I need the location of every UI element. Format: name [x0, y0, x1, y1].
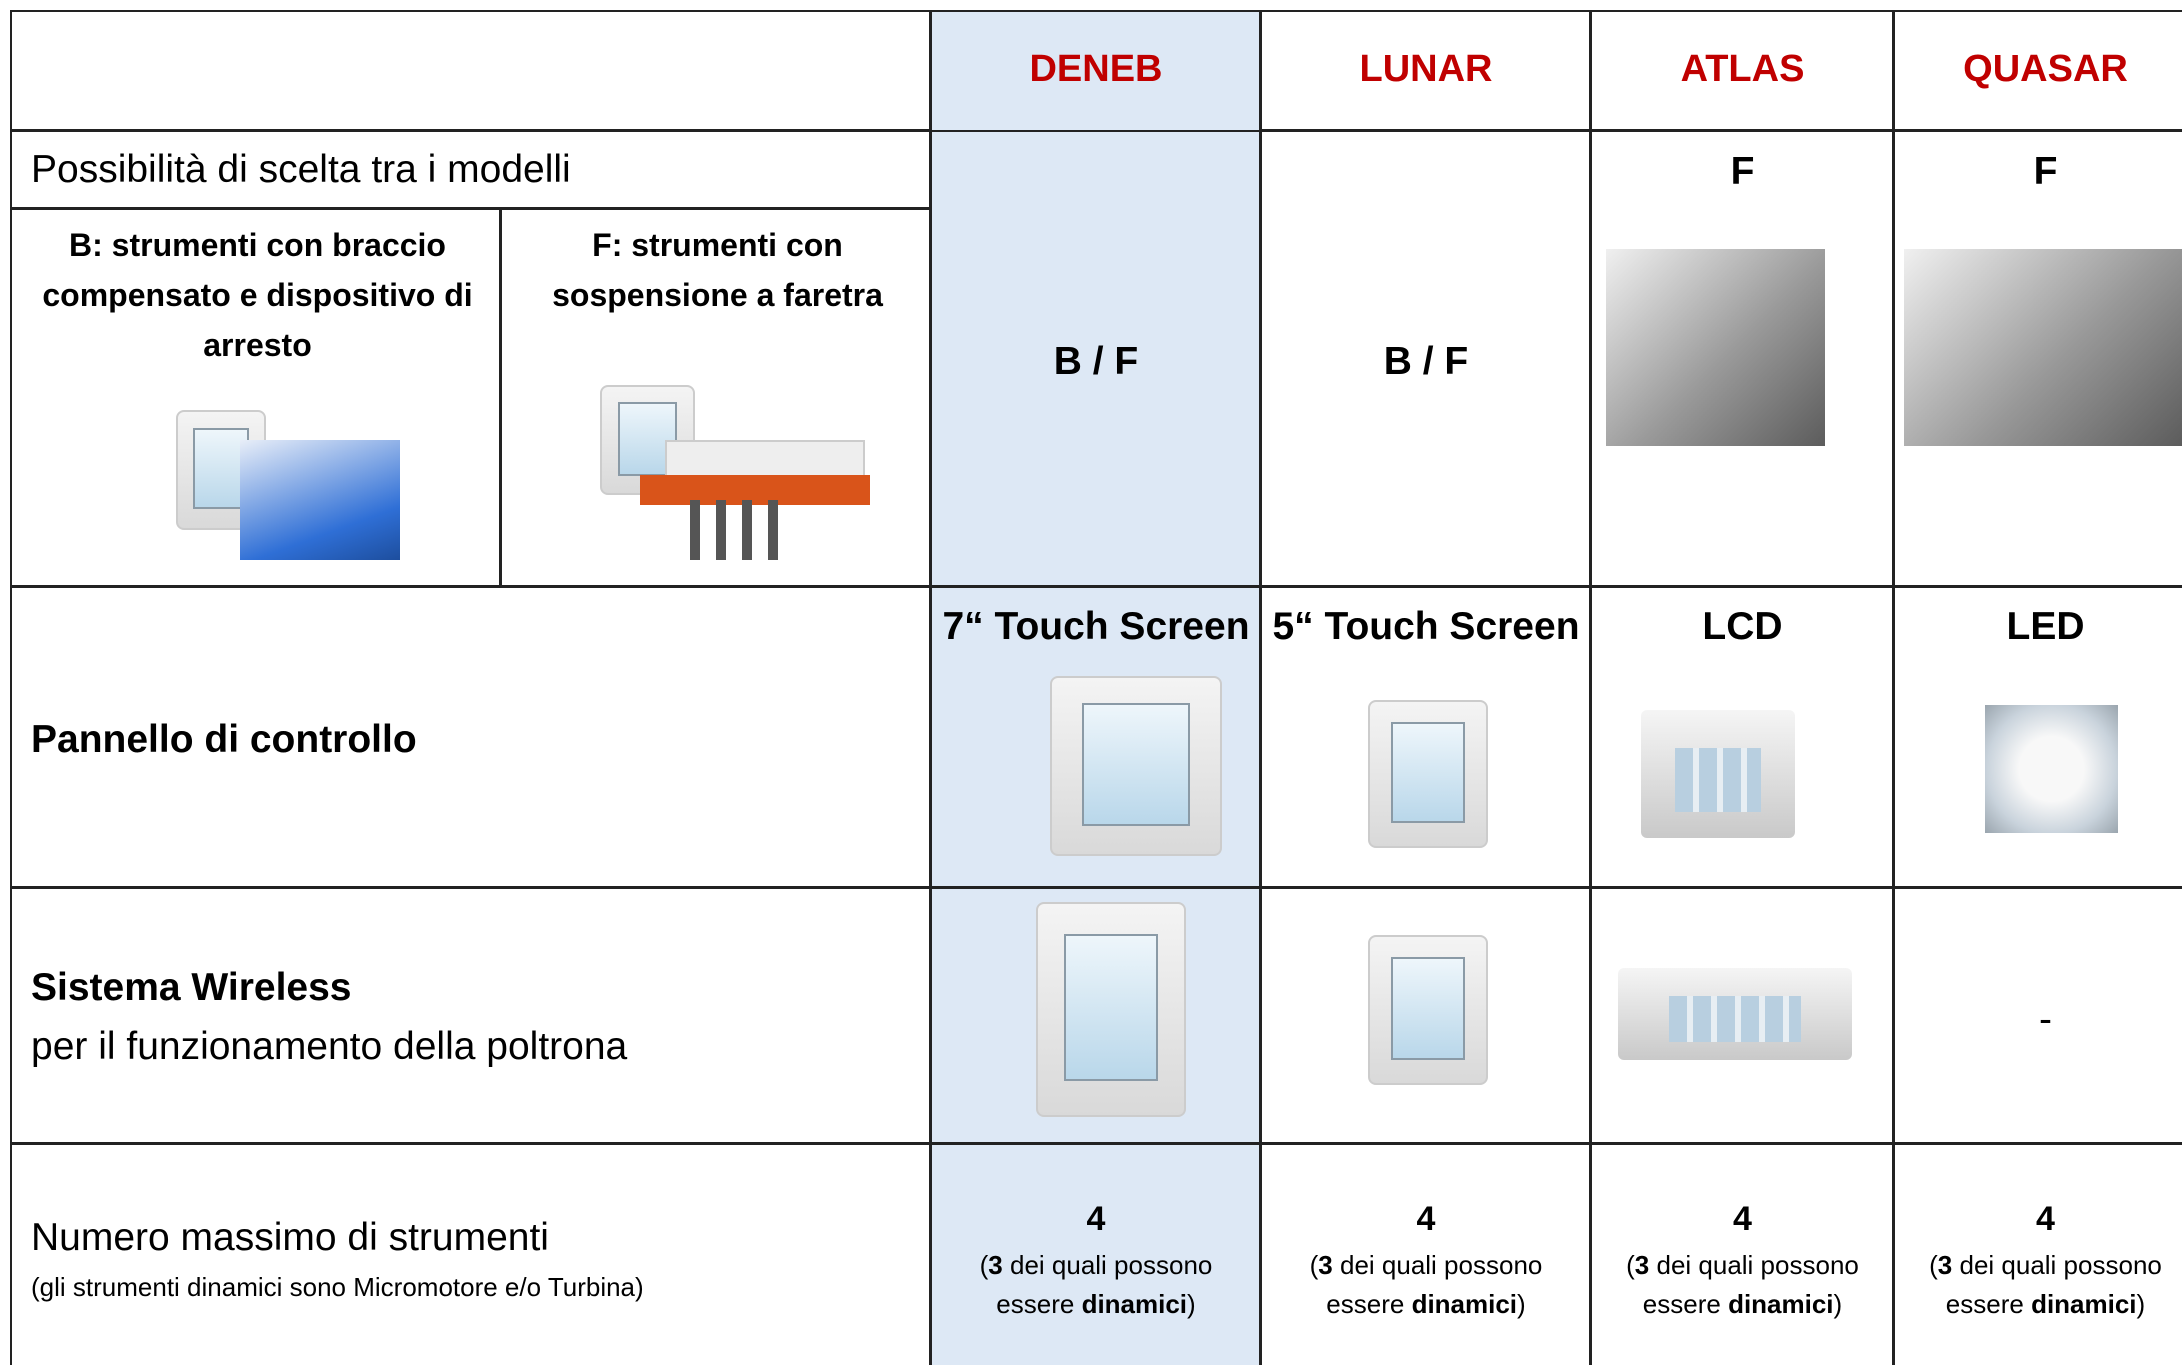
value-cell: [1893, 1143, 2182, 1365]
column-header: LUNAR: [1359, 48, 1493, 90]
row-label: Numero massimo di strumenti: [31, 1216, 549, 1259]
detail-text: dei quali possono: [1009, 1250, 1213, 1280]
label-cell: [10, 887, 931, 1144]
paren: ): [1187, 1289, 1196, 1319]
panel-image: [1050, 676, 1222, 856]
header-empty-cell: [10, 10, 931, 131]
row-note: (gli strumenti dinamici sono Micromotore…: [31, 1272, 644, 1302]
detail-strong: dinamici: [1411, 1289, 1518, 1319]
cell-value: B / F: [1383, 340, 1469, 383]
cell-value: F: [2033, 150, 2058, 193]
tool-count: 4: [1416, 1200, 1436, 1238]
cell-value: B / F: [1053, 340, 1139, 383]
option-text: B: strumenti con braccio compensato e di…: [42, 227, 473, 363]
dynamic-count: 3: [1634, 1250, 1650, 1280]
column-header: QUASAR: [1963, 48, 2128, 90]
product-image: [665, 440, 865, 480]
product-image: [690, 500, 790, 560]
dynamic-count: 3: [988, 1250, 1003, 1280]
cell-value: F: [1730, 150, 1755, 193]
detail-strong: dinamici: [1728, 1289, 1834, 1319]
paren: ): [1517, 1289, 1526, 1319]
tool-detail: (3 dei quali possono essere dinamici): [1261, 1246, 1591, 1324]
panel-image: [1368, 700, 1488, 848]
dynamic-count: 3: [1937, 1250, 1953, 1280]
cell-value: -: [2039, 998, 2052, 1041]
product-image: [240, 440, 400, 560]
detail-text: essere: [1326, 1289, 1405, 1319]
panel-image: [1985, 705, 2118, 833]
paren: (: [1929, 1250, 1938, 1280]
detail-strong: dinamici: [2031, 1289, 2137, 1319]
cell-value: 7“ Touch Screen: [942, 605, 1250, 648]
panel-image: [1641, 710, 1795, 838]
tool-detail: (3 dei quali possono essere dinamici): [1894, 1246, 2182, 1324]
column-header: ATLAS: [1680, 48, 1805, 90]
paren: (: [1309, 1250, 1319, 1280]
wireless-image: [1618, 968, 1852, 1060]
product-photo: [1904, 249, 2182, 446]
paren: ): [1833, 1289, 1843, 1319]
detail-text: dei quali possono: [1339, 1250, 1543, 1280]
tool-count: 4: [1086, 1200, 1106, 1238]
paren: (: [1626, 1250, 1635, 1280]
tool-count: 4: [2036, 1200, 2055, 1238]
detail-text: essere: [1945, 1289, 2024, 1319]
paren: (: [979, 1250, 989, 1280]
tool-count: 4: [1733, 1200, 1752, 1238]
wireless-image: [1368, 935, 1488, 1085]
row-sublabel: per il funzionamento della poltrona: [31, 1025, 628, 1068]
dynamic-count: 3: [1318, 1250, 1333, 1280]
detail-text: essere: [996, 1289, 1075, 1319]
option-text: F: strumenti con sospensione a faretra: [552, 227, 883, 313]
row-label: Pannello di controllo: [31, 718, 417, 761]
product-image: [176, 410, 266, 530]
detail-text: essere: [1642, 1289, 1721, 1319]
detail-text: dei quali possono: [1656, 1250, 1859, 1280]
paren: ): [2136, 1289, 2146, 1319]
row-label: Possibilità di scelta tra i modelli: [31, 148, 571, 191]
wireless-image: [1036, 902, 1186, 1117]
row-label: Sistema Wireless: [31, 966, 352, 1009]
cell-value: 5“ Touch Screen: [1272, 605, 1580, 648]
cell-value: LED: [2006, 605, 2085, 648]
cell-value: LCD: [1702, 605, 1783, 648]
tool-detail: (3 dei quali possono essere dinamici): [1591, 1246, 1894, 1324]
column-header: DENEB: [1029, 48, 1163, 90]
product-photo: [1606, 249, 1825, 446]
tool-detail: (3 dei quali possono essere dinamici): [931, 1246, 1261, 1324]
detail-text: dei quali possono: [1959, 1250, 2162, 1280]
detail-strong: dinamici: [1081, 1289, 1188, 1319]
